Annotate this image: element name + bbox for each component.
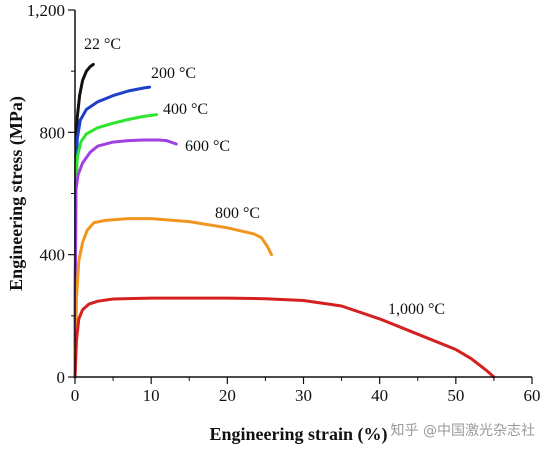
- x-axis-title: Engineering strain (%): [210, 424, 388, 445]
- series-label-2: 400 °C: [163, 101, 208, 118]
- y-tick-label: 1,200: [27, 1, 65, 20]
- y-axis-title: Engineering stress (MPa): [6, 96, 27, 291]
- series-layer: [73, 62, 496, 379]
- series-label-5: 1,000 °C: [388, 301, 445, 318]
- y-tick-label: 800: [40, 123, 66, 142]
- series-label-0: 22 °C: [84, 36, 121, 53]
- x-tick-label: 30: [295, 386, 312, 405]
- series-line-3: [73, 138, 178, 379]
- y-tick-label: 0: [57, 368, 66, 387]
- series-label-1: 200 °C: [151, 65, 196, 82]
- x-tick-label: 0: [71, 386, 80, 405]
- x-tick-label: 20: [219, 386, 236, 405]
- x-tick-label: 10: [143, 386, 160, 405]
- axes-layer: 0 10 20 30 40 50 60 0 400 800 1,200 Engineering str…: [6, 1, 541, 445]
- x-tick-label: 40: [371, 386, 388, 405]
- series-line-4: [73, 217, 273, 379]
- watermark-text: 知乎 @中国激光杂志社: [390, 423, 535, 439]
- x-tick-label: 50: [447, 386, 464, 405]
- series-labels-layer: 22 °C 200 °C 400 °C 600 °C 800 °C 1,000 °C: [84, 36, 445, 318]
- series-label-4: 800 °C: [215, 205, 260, 222]
- series-line-5: [73, 296, 496, 379]
- y-tick-label: 400: [40, 246, 66, 265]
- x-tick-label: 60: [524, 386, 541, 405]
- series-line-2: [73, 113, 158, 379]
- series-label-3: 600 °C: [185, 138, 230, 155]
